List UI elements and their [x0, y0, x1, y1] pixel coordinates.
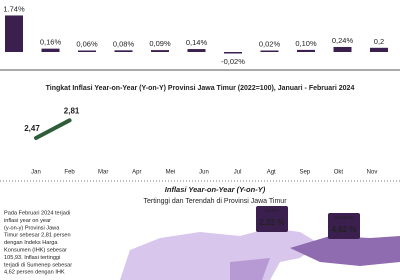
paragraph-line: inflasi year on year [4, 218, 51, 224]
bar [260, 50, 279, 52]
callout-value: 2,22 % [260, 218, 285, 227]
paragraph-line: 4,62 persen dengan IHK [4, 270, 65, 276]
paragraph-line: 105,93. Inflasi tertinggi [4, 255, 60, 261]
callout-name: Sumenep [334, 215, 354, 220]
bar [78, 50, 96, 52]
bar [297, 49, 315, 52]
x-tick-label: Okt [334, 170, 344, 176]
data-label: -0,02% [221, 57, 245, 66]
x-tick-label: Jul [234, 170, 242, 176]
data-label: 0,08% [113, 39, 135, 48]
paragraph-line: Timur sebesar 2,81 persen [4, 233, 71, 239]
data-label: 2,81 [64, 106, 80, 115]
bar [5, 15, 23, 53]
x-tick-label: Agt [267, 170, 276, 176]
paragraph-line: (y-on-y) Provinsi Jawa [4, 225, 60, 231]
data-label: 2,47 [24, 124, 40, 133]
data-label: 0,2 [374, 37, 384, 46]
x-tick-label: Sep [299, 170, 310, 176]
data-label: 0,24% [332, 36, 354, 45]
bar [333, 46, 352, 52]
x-tick-label: Jan [31, 170, 41, 176]
bar [224, 52, 242, 54]
paragraph-line: Konsumen (IHK) sebesar [4, 247, 67, 253]
bar [151, 50, 169, 52]
x-tick-label: Apr [132, 170, 141, 176]
data-label: 0,14% [186, 38, 208, 47]
paragraph-line: terjadi di Sumenep sebesar [4, 262, 72, 268]
callout-value: 4,62 % [332, 225, 357, 234]
map-title: Inflasi Year-on-Year (Y-on-Y) [165, 185, 266, 194]
paragraph-line: dengan Indeks Harga [4, 240, 58, 246]
x-tick-label: Mar [98, 170, 108, 176]
bar [114, 50, 133, 52]
data-label: 0,09% [149, 39, 171, 48]
map-subtitle: Tertinggi dan Terendah di Provinsi Jawa … [143, 198, 287, 205]
paragraph-line: Pada Februari 2024 terjadi [4, 210, 70, 216]
bar [41, 48, 60, 52]
data-label: 0,10% [295, 39, 317, 48]
data-label: 0,16% [40, 38, 62, 47]
map [120, 228, 400, 280]
x-tick-label: Nov [367, 170, 378, 176]
data-label: 1.74% [3, 4, 25, 13]
x-tick-label: Feb [64, 170, 75, 176]
callout-box [256, 206, 288, 232]
data-label: 0,06% [76, 39, 98, 48]
callout-name: Jember [264, 208, 280, 213]
x-tick-label: Mei [166, 170, 176, 176]
bar [370, 47, 388, 52]
line-title: Tingkat Inflasi Year-on-Year (Y-on-Y) Pr… [46, 85, 355, 92]
data-label: 0,02% [259, 39, 281, 48]
x-tick-label: Jun [199, 170, 209, 176]
bar [187, 49, 206, 52]
callout-box [328, 213, 360, 239]
line [34, 118, 72, 140]
